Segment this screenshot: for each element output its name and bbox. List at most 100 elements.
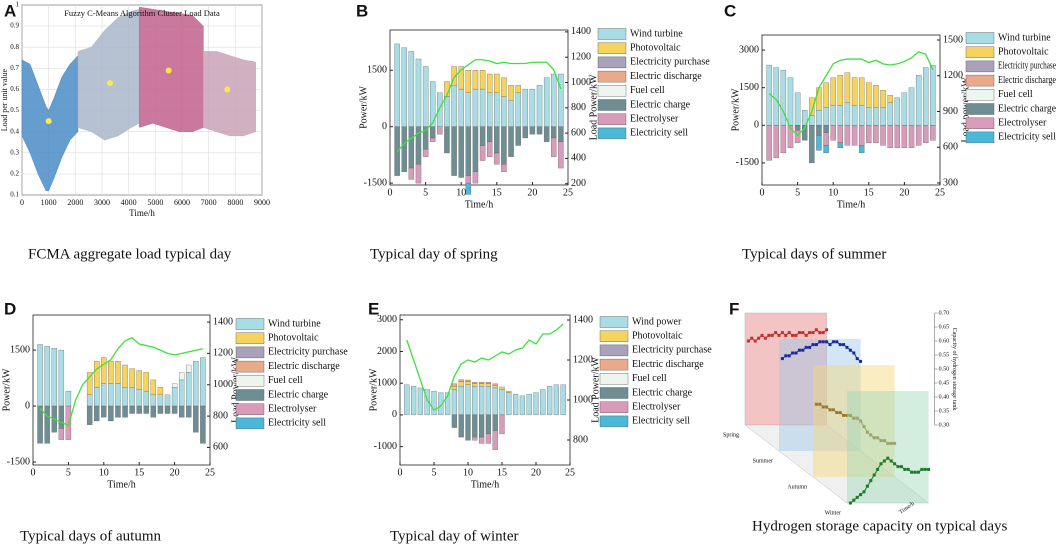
y2-tick-label: 1400	[573, 314, 593, 325]
bar-segment	[101, 383, 107, 407]
capacity-point	[848, 348, 852, 352]
bar-segment	[547, 386, 553, 416]
y-tick-label: 0.5	[10, 106, 19, 114]
x-tick-label: 10	[463, 467, 473, 478]
legend-swatch	[235, 375, 265, 387]
x-axis-label: Time/h	[837, 199, 866, 210]
legend-swatch	[599, 358, 629, 371]
bar-segment	[51, 348, 57, 407]
capacity-point	[838, 343, 842, 347]
legend-label: Wind turbine	[998, 32, 1051, 43]
bar-segment	[86, 372, 93, 396]
x-tick-label: 25	[563, 187, 573, 198]
legend-swatch	[235, 403, 265, 415]
capacity-point	[804, 333, 808, 337]
x-tick-label: 5	[66, 467, 71, 478]
bar-segment	[458, 381, 464, 387]
capacity-point	[879, 462, 883, 466]
legend-label: Wind turbine	[268, 318, 321, 329]
bar-segment	[479, 126, 486, 146]
bar-segment	[401, 47, 407, 127]
z-tick-label: 0.40	[939, 394, 950, 400]
legend-swatch	[965, 131, 995, 144]
legend-label: Fuel cell	[630, 85, 665, 96]
capacity-point	[804, 345, 808, 349]
y-tick-label: 1500	[739, 82, 759, 93]
bar-segment	[479, 414, 485, 438]
capacity-point	[808, 345, 812, 349]
y2-tick-label: 1200	[573, 354, 593, 365]
capacity-point	[784, 354, 788, 358]
panel-caption: FCMA aggregate load typical day	[28, 246, 232, 262]
bar-segment	[465, 92, 472, 127]
bar-segment	[830, 105, 836, 126]
bar-segment	[553, 384, 559, 416]
x-axis-label: Time/h	[107, 479, 136, 490]
x-tick-label: 7000	[201, 198, 217, 207]
legend-swatch	[965, 46, 995, 58]
bar-segment	[451, 126, 457, 176]
bar-segment	[508, 126, 514, 157]
y2-tick-label: 800	[573, 434, 588, 445]
bar-segment	[794, 92, 801, 126]
bar-segment	[830, 77, 836, 106]
panel-caption: Hydrogen storage capacity on typical day…	[752, 518, 1007, 534]
y-tick-label: 1500	[10, 344, 30, 355]
bar-segment	[823, 132, 829, 146]
bar-segment	[472, 88, 479, 127]
capacity-point	[855, 495, 859, 499]
capacity-point	[821, 405, 825, 409]
bar-segment	[851, 125, 858, 146]
bar-segment	[438, 392, 444, 416]
legend-swatch	[235, 360, 265, 373]
bar-segment	[844, 72, 851, 103]
bar-segment	[451, 389, 457, 416]
bar-segment	[519, 395, 525, 416]
capacity-point	[770, 333, 774, 337]
bar-segment	[485, 383, 491, 387]
bar-segment	[858, 105, 865, 126]
cluster-center	[107, 80, 113, 87]
x-tick-label: 20	[531, 467, 541, 478]
capacity-point	[872, 473, 876, 477]
x-tick-label: 5	[432, 467, 437, 478]
x-axis-label: Time/h	[465, 199, 494, 210]
z-tick-label: 0.55	[939, 352, 950, 358]
bar-segment	[37, 405, 43, 444]
y-tick-label: 0.8	[10, 43, 19, 51]
legend-swatch	[597, 127, 627, 140]
bar-segment	[472, 126, 479, 172]
capacity-point	[760, 333, 764, 337]
legend-swatch	[597, 28, 627, 40]
capacity-point	[814, 402, 818, 406]
season-plane	[779, 339, 861, 451]
capacity-point	[780, 331, 784, 335]
capacity-point	[753, 339, 757, 343]
capacity-point	[876, 467, 880, 471]
bar-segment	[880, 125, 886, 146]
capacity-point	[825, 328, 829, 332]
panel-letter: E	[368, 299, 379, 318]
bar-segment	[422, 149, 429, 157]
bar-segment	[823, 125, 829, 133]
bar-segment	[444, 126, 450, 154]
bar-segment	[479, 88, 486, 127]
capacity-point	[757, 336, 761, 340]
bar-segment	[115, 361, 121, 384]
bar-segment	[472, 383, 478, 387]
capacity-point	[828, 408, 832, 412]
capacity-point	[920, 467, 924, 471]
capacity-point	[767, 333, 771, 337]
x-tick-label: 20	[527, 187, 537, 198]
bar-segment	[65, 405, 72, 440]
bar-segment	[873, 85, 879, 108]
capacity-point	[872, 436, 876, 440]
bar-segment	[901, 125, 908, 149]
legend-swatch	[965, 74, 995, 87]
legend-swatch	[597, 42, 627, 54]
y-axis-label: Power/kW	[368, 368, 379, 411]
legend-label: Electricity sell	[998, 132, 1056, 143]
panel-letter: F	[729, 299, 739, 318]
bar-segment	[408, 126, 415, 169]
